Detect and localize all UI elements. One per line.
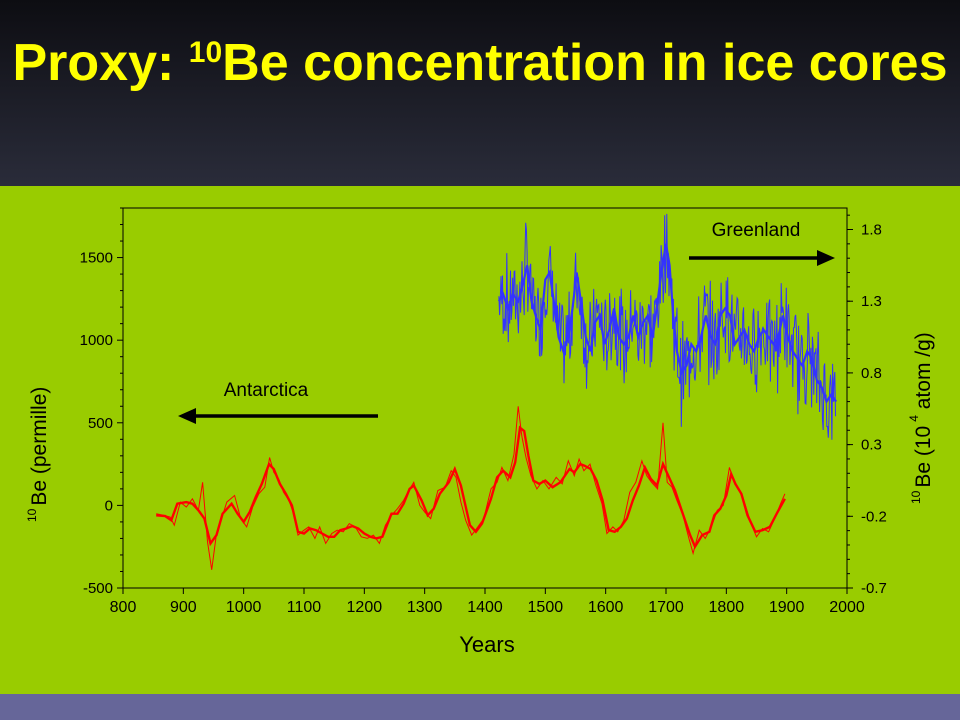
antarctica-arrow-head: [178, 408, 196, 424]
left-tick-label: -500: [83, 580, 113, 597]
greenland-label: Greenland: [712, 220, 801, 241]
antarctica-smoothed-line: [156, 425, 786, 550]
right-axis-label-tail: atom /g): [912, 332, 935, 415]
series-layer: [156, 213, 838, 570]
x-tick-label: 1900: [769, 599, 805, 616]
x-tick-label: 1600: [588, 599, 624, 616]
title-superscript: 10: [188, 36, 223, 69]
x-tick-label: 1800: [709, 599, 745, 616]
left-tick-label: 500: [88, 415, 113, 432]
x-tick-label: 900: [170, 599, 197, 616]
svg-text:10Be (104 atom /g): 10 Be (10 4 atom /g): [907, 332, 935, 504]
right-tick-label: -0.2: [861, 508, 887, 525]
x-tick-label: 1500: [528, 599, 564, 616]
left-axis-label-sup: 10: [25, 508, 39, 522]
x-tick-label: 1000: [226, 599, 262, 616]
left-axis-label-text: Be (permille): [28, 387, 51, 506]
title-prefix: Proxy:: [12, 34, 189, 92]
antarctica-annual-line: [156, 406, 786, 570]
x-tick-label: 1100: [287, 599, 322, 616]
left-axis-label: 10 Be (permille): [25, 387, 51, 522]
right-axis-ticks: -0.7 -0.2 0.3 0.8 1.3 1.8: [847, 214, 887, 597]
right-tick-label: 1.8: [861, 222, 882, 239]
left-tick-label: 1500: [80, 250, 113, 267]
right-axis-label-main: Be (10: [912, 426, 935, 488]
chart-panel: 800 900 1000 1100 1200 1300 1400 1500 1600 1700 18…: [0, 186, 960, 694]
right-tick-label: 0.3: [861, 437, 882, 454]
right-tick-label: -0.7: [861, 580, 887, 597]
right-axis-label-exp: 4: [907, 415, 921, 422]
antarctica-label: Antarctica: [224, 380, 309, 401]
footer-bar: [0, 694, 960, 720]
slide-title: Proxy: 10Be concentration in ice cores: [0, 34, 960, 92]
x-tick-label: 1200: [347, 599, 383, 616]
slide-header: Proxy: 10Be concentration in ice cores: [0, 0, 960, 186]
greenland-smoothed-line: [497, 243, 838, 405]
be10-chart: 800 900 1000 1100 1200 1300 1400 1500 1600 1700 18…: [25, 207, 935, 657]
annotation-layer: Antarctica Greenland: [178, 220, 835, 424]
right-tick-label: 1.3: [861, 293, 882, 310]
right-axis-label: 10 Be (10 4 atom /g): [907, 332, 935, 504]
svg-text:10Be (permille): 10 Be (permille): [25, 387, 51, 522]
left-tick-label: 1000: [80, 332, 113, 349]
right-tick-label: 0.8: [861, 365, 882, 382]
right-axis-label-sup: 10: [909, 490, 923, 504]
x-tick-label: 1300: [407, 599, 443, 616]
title-suffix: Be concentration in ice cores: [222, 34, 948, 92]
x-axis-label: Years: [459, 632, 514, 657]
greenland-arrow-head: [817, 250, 835, 266]
x-tick-label: 1700: [648, 599, 684, 616]
left-axis-ticks: -500 0 500 1000 1500: [80, 207, 123, 597]
x-axis-ticks: 800 900 1000 1100 1200 1300 1400 1500 1600 1700 18…: [110, 588, 865, 616]
x-tick-label: 1400: [467, 599, 503, 616]
x-tick-label: 800: [110, 599, 137, 616]
left-tick-label: 0: [105, 497, 113, 514]
x-tick-label: 2000: [829, 599, 865, 616]
